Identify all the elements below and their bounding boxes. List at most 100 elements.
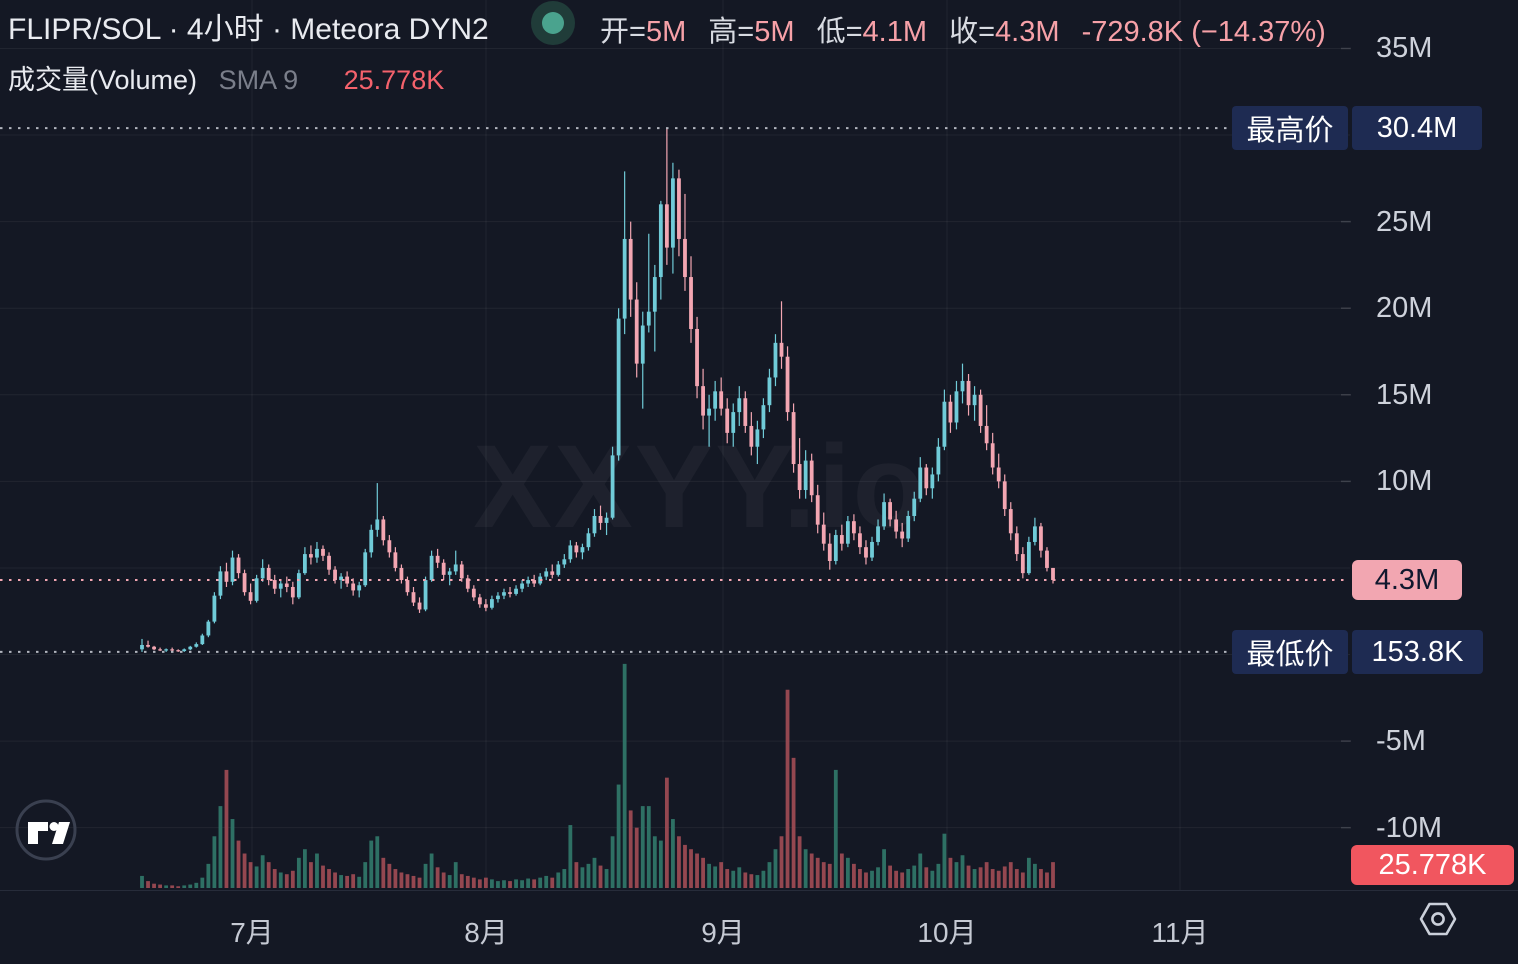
volume-bar [978,867,983,888]
open-value: 5M [645,16,687,48]
volume-bar [598,865,603,888]
volume-bar [906,869,911,888]
volume-indicator-legend: 成交量(Volume) SMA 9 25.778K [8,58,444,97]
volume-bar [689,849,693,888]
volume-bar [266,862,271,888]
candle-body [200,635,205,645]
candle-body [719,391,724,409]
candle-body [634,299,639,364]
candle-body [761,405,766,430]
candle-body [429,555,434,581]
volume-bar [737,867,742,888]
candle-body [604,517,609,523]
volume-bar [858,869,862,888]
candle-body [996,467,1001,482]
candle-body [224,571,229,582]
volume-bar [357,876,362,888]
volume-bar [550,877,555,888]
candle-body [815,495,820,525]
volume-bar [363,862,368,888]
candle-body [490,599,494,608]
price-axis-label: 15M [1376,378,1433,411]
candle-body [701,386,705,416]
volume-bar [574,862,579,888]
candle-body [447,571,452,575]
candle-body [658,204,663,278]
candle-body [375,519,380,530]
volume-bar [610,836,615,888]
volume-bar [483,877,488,888]
volume-bar [218,806,223,888]
candle-body [912,498,917,516]
candle-body [936,446,941,475]
candle-body [713,391,718,409]
price-axis-label: 25M [1376,205,1433,238]
volume-bar [815,857,820,888]
open-label: 开= [600,16,646,48]
candle-body [882,502,886,527]
candle-body [900,531,905,539]
volume-bar [477,879,482,888]
price-axis[interactable]: 35M 25M 20M 15M 10M -5M -10M [1352,0,1518,890]
volume-bar [230,819,235,888]
candle-body [272,580,277,589]
volume-bar [785,689,790,888]
volume-bar [870,870,874,888]
tradingview-logo[interactable] [14,798,78,862]
volume-bar [490,879,494,888]
volume-bar [960,855,965,888]
candle-body [1002,481,1007,510]
candle-body [387,540,392,553]
candle-body [833,535,838,562]
candle-body [809,460,814,496]
change-value: -729.8K (−14.37%) [1081,16,1326,48]
volume-bar [146,881,150,888]
price-axis-label: -10M [1376,811,1443,844]
candle-body [562,559,567,565]
volume-bar [242,853,247,888]
volume-bar [562,869,567,888]
volume-bar [1026,857,1031,888]
candle-body [496,595,500,600]
volume-bar [176,886,181,888]
candle-body [351,583,356,591]
candle-body [978,394,983,426]
volume-bar [260,855,265,888]
candle-body [423,580,428,610]
candle-body [363,552,368,586]
candle-body [188,646,193,650]
candle-body [381,519,386,541]
volume-bar [658,840,663,888]
volume-bar [200,877,205,888]
volume-bar [803,849,808,888]
volume-bar [405,874,410,888]
candle-body [845,521,850,544]
volume-bar [164,885,169,888]
time-axis[interactable]: 7月 8月 9月 10月 11月 [0,890,1518,964]
volume-bar [695,853,699,888]
volume-bar [302,849,307,888]
candle-body [797,464,802,491]
volume-bar [821,862,826,888]
volume-bar [797,836,802,888]
volume-bar [441,872,446,888]
volume-bar [966,865,971,888]
volume-bar [556,872,561,888]
candle-body [622,238,627,319]
candle-body [646,311,651,326]
volume-bar [839,853,844,888]
volume-bar [809,853,814,888]
volume-bar [604,869,609,888]
candle-body [260,567,265,579]
close-value: 4.3M [995,16,1060,48]
candle-body [296,573,301,598]
candle-body [194,644,199,647]
volume-bar [532,879,537,888]
candle-body [990,443,995,468]
volume-bar [514,879,518,888]
volume-bar [194,882,199,888]
settings-gear-icon[interactable] [1418,901,1458,937]
candle-body [984,425,989,444]
candle-body [532,580,537,584]
